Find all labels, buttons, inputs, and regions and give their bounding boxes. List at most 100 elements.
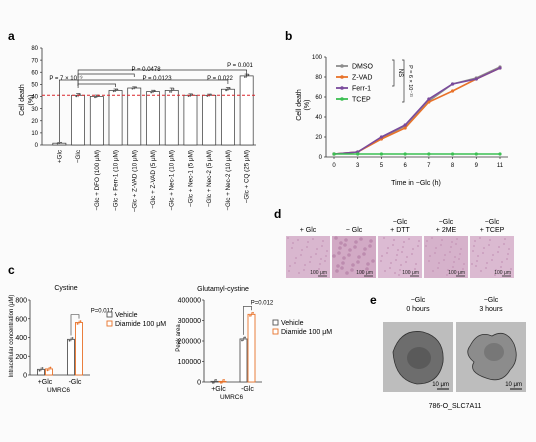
panel-d-scalebar-label: 100 μm [310,270,327,276]
panel-d-cell [483,247,485,249]
panel-d-cell [347,253,351,257]
panel-d-cell [507,253,509,255]
panel-e-label: 3 hours [479,306,503,313]
panel-d-cell [471,263,473,265]
chart-a-xtick-label: −Glc + CQ (25 μM) [244,150,251,203]
chart-a-datapoint [210,93,212,96]
panel-d-cell [486,262,488,264]
panel-d-scalebar-label: 100 μm [402,270,419,276]
chart-c-ytick-label: 300000 [178,318,201,325]
panel-e-nucleus [407,347,431,369]
panel-d-cell [387,247,389,249]
chart-b-xtick-label: 7 [427,163,431,169]
chart-c-ytick-label: 0 [197,380,201,387]
panel-d-cell [396,254,398,256]
panel-d-cell [345,271,349,275]
chart-c-xtick-label: -Glc [69,379,82,386]
chart-c-legend-swatch [106,320,113,327]
chart-a-bar [221,88,235,146]
panel-d-cell [397,249,399,251]
panel-d-cell [365,267,369,271]
chart-a-bar [202,94,217,146]
chart-a-datapoint [189,94,192,97]
panel-d-cell [406,256,408,258]
chart-a-ytick-label: 0 [35,143,39,149]
panel-d-cell [362,252,366,256]
chart-a-datapoint [152,90,154,93]
chart-a-xtick-label: −Glc + DFO (100 μM) [94,150,101,211]
panel-d-cell [428,260,430,262]
panel-d-cell [323,273,325,275]
panel-d-cell [320,258,322,260]
panel-d-cell [431,237,433,239]
panel-d-cell [353,245,357,249]
panel-d-cell [344,238,348,242]
panel-d-cell [304,264,306,266]
chart-b-ytick-label: 40 [315,115,322,121]
chart-b-legend-marker [340,64,344,68]
chart-a-bar [146,91,160,146]
chart-a-datapoint [243,76,246,78]
panel-d-cell [297,239,299,241]
panel-d-cell [369,239,373,243]
chart-b-legend-label: DMSO [352,64,374,71]
chart-c-xsub: UMRC6 [220,394,243,401]
panel-d-cell [482,252,484,254]
chart-a-ytick-label: 20 [31,119,38,125]
panel-d-cell [303,269,305,271]
panel-d-cell [398,274,400,276]
chart-b-legend-label: Ferr-1 [352,86,371,93]
chart-c-pvalue: P=0.012 [251,300,274,306]
panel-d-cell [351,263,355,267]
chart-b-ytick-label: 20 [315,135,322,141]
panel-e-label: −Glc [411,297,426,304]
panel-d-cell [292,242,294,244]
chart-c-datapoint [79,320,82,322]
panel-d-cell [321,245,323,247]
panel-d-cell [412,248,414,250]
chart-b-ylabel: Cell death [296,89,303,121]
panel-d-cell [371,259,375,263]
chart-c-xtick-label: +Glc [38,379,53,386]
panel-d-cell [366,262,370,266]
panel-d-cell [309,261,311,263]
panel-d-cell [338,246,342,250]
panel-d-cell [408,238,410,240]
panel-d-cell [336,264,340,268]
chart-a-bar [127,87,142,146]
chart-b-point [450,89,455,93]
panel-d-cell [360,270,364,274]
chart-b-point [427,152,431,156]
chart-b-xtick-label: 6 [403,163,407,169]
panel-d-cell [438,262,440,264]
chart-c-ytick-label: 400 [15,335,27,342]
panel-d-cell [288,270,290,272]
chart-a-ytick-label: 70 [31,58,38,64]
chart-c-datapoint [215,378,217,381]
panel-d-cell [393,239,395,241]
chart-a-ylabel: Cell death [19,84,26,116]
chart-b-bracket-p [402,59,405,103]
panel-d-cell [451,241,453,243]
panel-d-cell [334,236,338,240]
chart-b-point [427,100,431,104]
chart-c-datapoint [71,337,74,339]
chart-c-ytick-label: 0 [23,373,27,380]
chart-a-datapoint [227,88,229,91]
chart-a-bracket-2 [77,73,135,80]
chart-a-xtick-label: −Glc + Ferr-1 (10 μM) [113,150,120,211]
chart-a-bar [239,75,254,146]
panel-d-cell [287,237,289,239]
chart-c-datapoint [249,314,251,317]
chart-b: Cell death (%) Time in −Glc (h) 02040608… [296,55,508,187]
panel-d-cell [473,245,475,247]
panel-d-cell [447,269,449,271]
panel-e-scalebar-label: 10 μm [432,382,449,388]
panel-d-cell [319,263,321,265]
chart-b-point [332,152,336,156]
panel-d-cell [500,266,502,268]
panel-d-scalebar-label: 100 μm [494,270,511,276]
panel-d-cell [417,245,419,247]
panel-d-cell [459,253,461,255]
panel-d-cell [435,247,437,249]
